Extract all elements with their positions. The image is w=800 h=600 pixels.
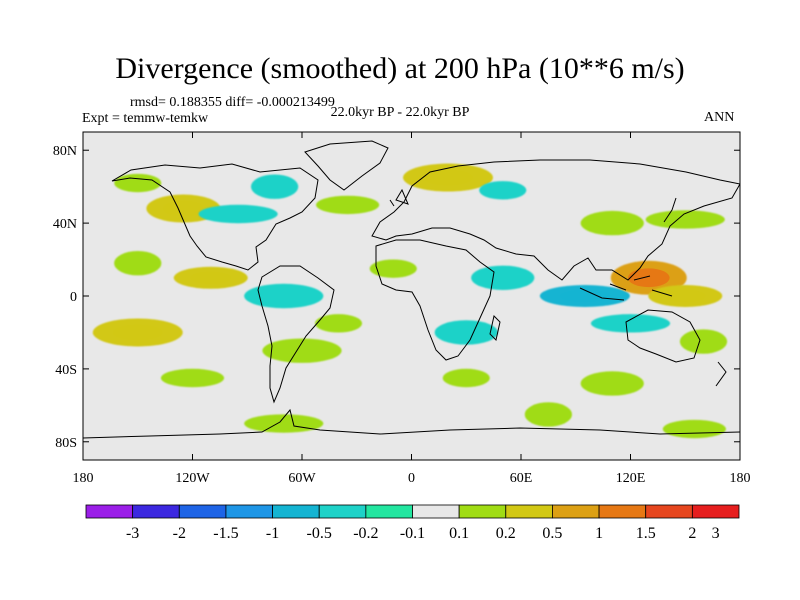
anomaly-region	[198, 204, 278, 224]
colorbar-swatch	[272, 504, 320, 519]
anomaly-region	[314, 314, 363, 333]
anomaly-region	[679, 329, 728, 354]
coastline-madagascar	[489, 315, 501, 341]
coastline-japan	[663, 197, 677, 223]
colorbar-swatch	[552, 504, 600, 519]
y-tick-label: 40N	[53, 217, 77, 232]
anomaly-core	[190, 271, 232, 284]
colorbar-label: 0.5	[542, 525, 562, 542]
colorbar-swatch	[132, 504, 180, 519]
anomaly-region	[262, 338, 342, 363]
y-tick-label: 80S	[55, 436, 77, 451]
x-tick-label: 180	[730, 471, 751, 486]
anomaly-region	[479, 181, 527, 200]
experiment-label: Expt = temmw-temkw	[82, 111, 209, 126]
colorbar-swatch	[85, 504, 134, 519]
anomaly-field-layer	[92, 163, 728, 439]
x-tick-label: 0	[408, 471, 415, 486]
colorbar-label: 0.2	[496, 525, 516, 542]
anomaly-region	[580, 371, 644, 396]
colorbar-label: -0.2	[353, 525, 378, 542]
coastline-africa	[375, 239, 495, 361]
colorbar-swatch	[365, 504, 413, 519]
coastline-british-isles	[389, 188, 409, 207]
x-tick-label: 120W	[175, 471, 210, 486]
colorbar-label: 3	[712, 525, 720, 542]
anomaly-core	[423, 169, 473, 186]
anomaly-region	[434, 320, 498, 345]
anomaly-core	[627, 268, 670, 288]
colorbar-swatch	[598, 504, 647, 519]
anomaly-region	[442, 368, 490, 388]
colorbar-swatch	[458, 504, 507, 519]
x-tick-label: 120E	[616, 471, 646, 486]
anomaly-region	[316, 195, 380, 215]
anomaly-region	[244, 414, 324, 433]
coastline-indonesia	[579, 275, 673, 301]
x-tick-label: 60E	[510, 471, 533, 486]
coastline-australia	[625, 309, 701, 363]
anomaly-core	[113, 324, 163, 341]
anomaly-region	[244, 283, 324, 309]
coastline-north-america	[111, 163, 319, 271]
stats-label: rmsd= 0.188355 diff= -0.000213499	[130, 95, 335, 110]
colorbar-label: -0.1	[400, 525, 425, 542]
y-tick-label: 40S	[55, 363, 77, 378]
anomaly-region	[369, 259, 417, 278]
colorbar-swatch	[412, 504, 460, 519]
colorbar-label: 1	[595, 525, 603, 542]
colorbar-swatch	[645, 504, 693, 519]
anomaly-region	[471, 265, 535, 290]
coastline-eurasia	[371, 159, 740, 281]
coastline-new-zealand	[715, 361, 727, 387]
anomaly-region	[524, 402, 572, 427]
axes: 80N 40N 0 40S 80S 180 120W 60W 0 60E 120E 180	[53, 132, 751, 486]
colorbar-label: -0.5	[307, 525, 332, 542]
anomaly-region	[645, 210, 725, 229]
x-tick-label: 60W	[288, 471, 316, 486]
period-label: 22.0kyr BP - 22.0kyr BP	[330, 105, 470, 120]
colorbar: -3 -2 -1.5 -1 -0.5 -0.2 -0.1 0.1 0.2 0.5 1 1.5 2 3	[85, 504, 740, 542]
anomaly-core	[560, 289, 610, 303]
colorbar-label: -3	[126, 525, 139, 542]
plot-title: Divergence (smoothed) at 200 hPa (10**6 …	[115, 52, 685, 85]
colorbar-label: 1.5	[636, 525, 656, 542]
anomaly-region	[580, 210, 644, 236]
colorbar-label: -1	[266, 525, 279, 542]
coastline-greenland	[304, 140, 389, 191]
colorbar-swatch	[178, 504, 227, 519]
anomaly-core	[163, 200, 204, 217]
anomaly-region	[251, 174, 299, 199]
anomaly-region	[160, 368, 225, 388]
y-tick-label: 0	[70, 290, 77, 305]
anomaly-region	[662, 419, 726, 439]
anomaly-core	[664, 289, 706, 303]
y-tick-label: 80N	[53, 144, 77, 159]
colorbar-swatch	[505, 504, 553, 519]
colorbar-label: -1.5	[213, 525, 238, 542]
colorbar-swatch	[225, 504, 273, 519]
coastline-antarctica	[83, 408, 740, 439]
coastline-south-america	[257, 265, 335, 404]
anomaly-region	[114, 251, 162, 276]
anomaly-region	[590, 314, 671, 333]
anomaly-region	[114, 173, 162, 193]
colorbar-label: 0.1	[449, 525, 469, 542]
x-tick-label: 180	[73, 471, 94, 486]
coastlines	[83, 140, 740, 439]
colorbar-label: -2	[173, 525, 186, 542]
colorbar-label: 2	[688, 525, 696, 542]
season-label: ANN	[704, 110, 735, 125]
colorbar-swatch	[318, 504, 367, 519]
colorbar-swatch	[691, 504, 740, 519]
